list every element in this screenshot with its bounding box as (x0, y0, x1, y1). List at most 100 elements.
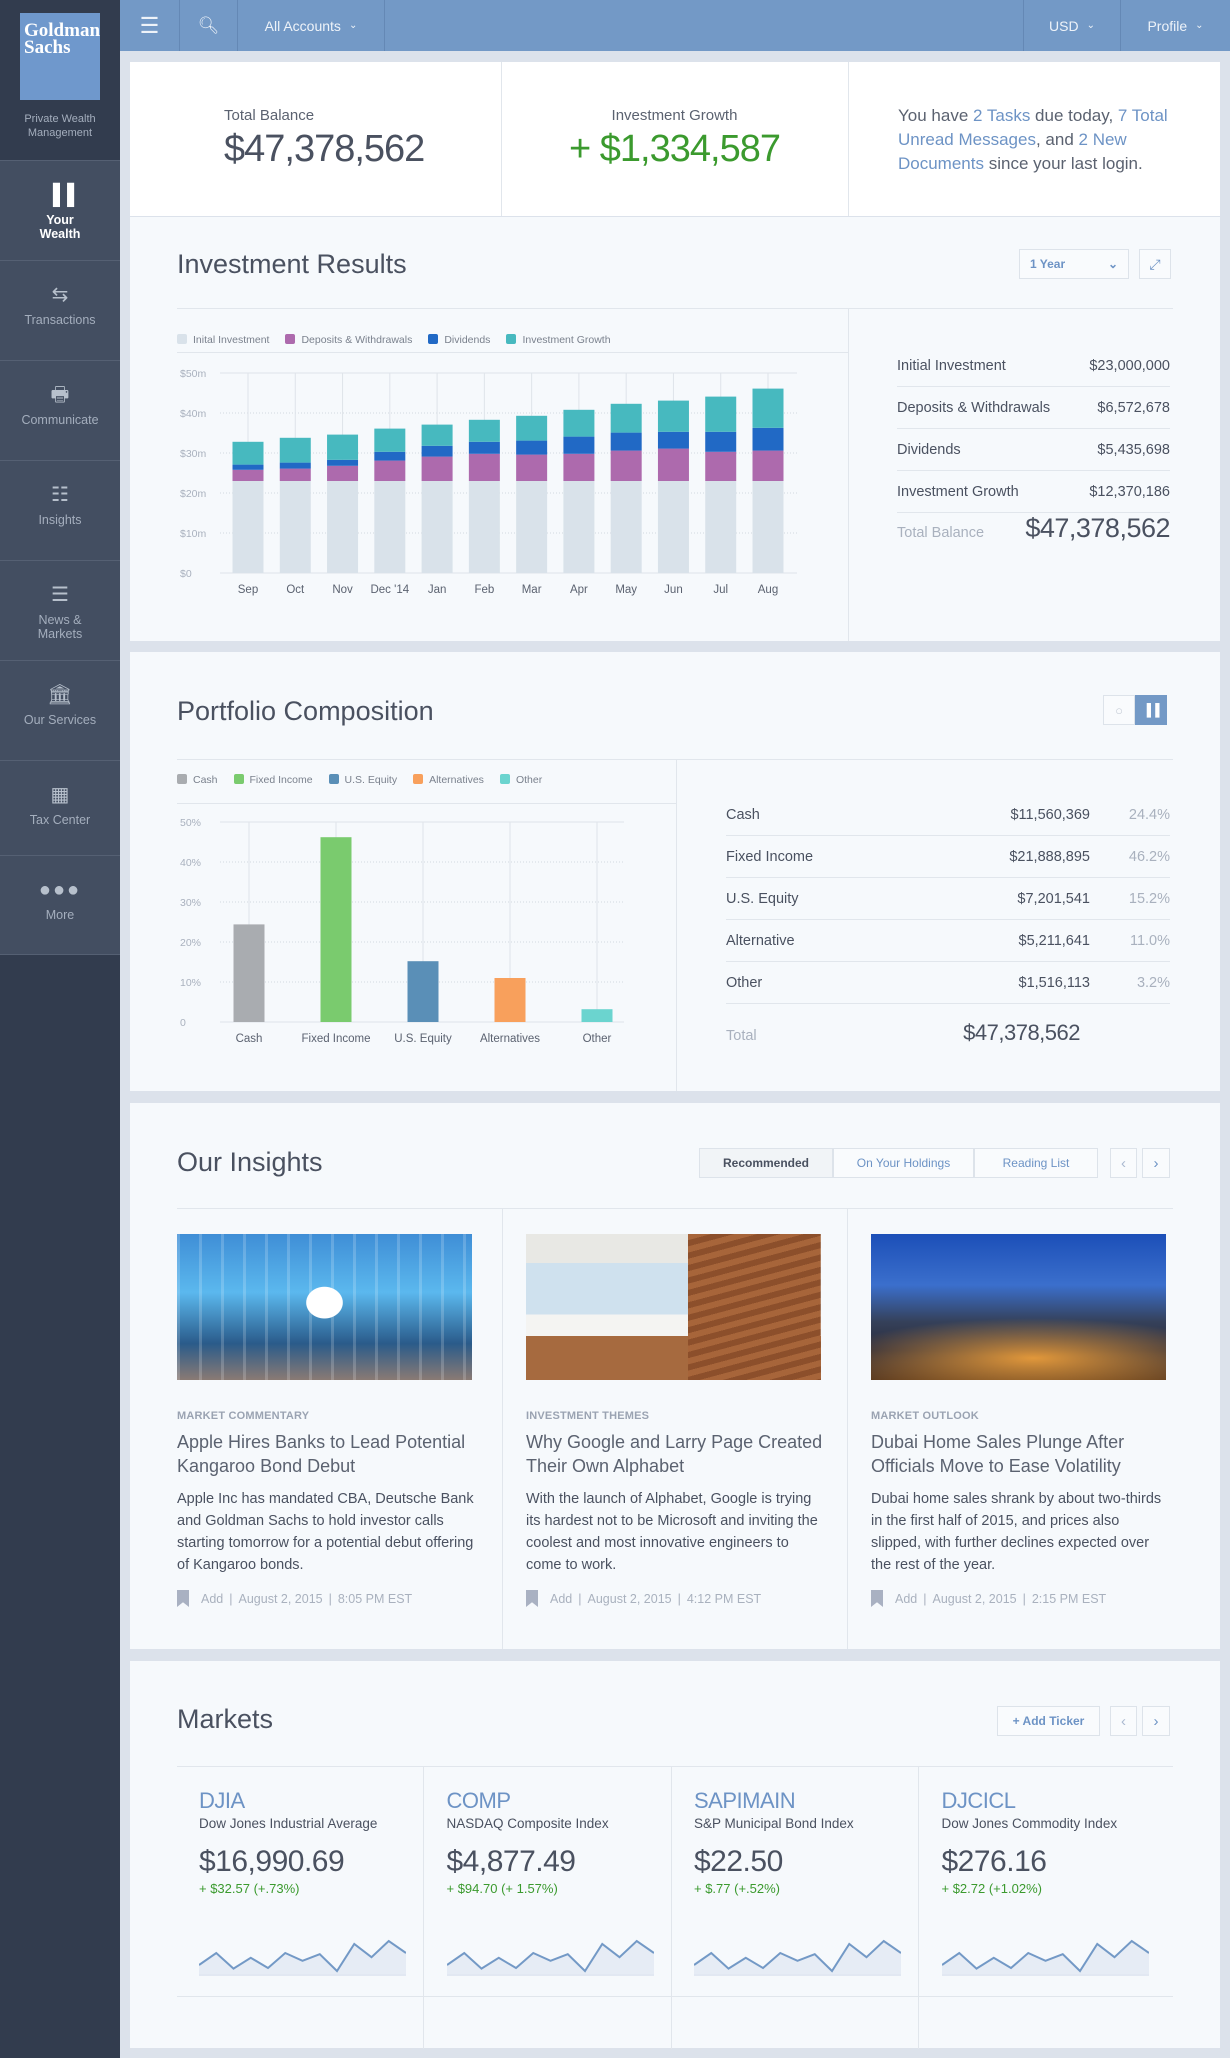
sidebar-item-label: Insights (38, 513, 82, 527)
row-percent: 3.2% (1136, 974, 1170, 991)
ticker-card[interactable]: DJIA Dow Jones Industrial Average $16,990.… (177, 1766, 424, 2049)
legend-item: Fixed Income (233, 774, 313, 786)
insight-title[interactable]: Why Google and Larry Page Created Their … (526, 1432, 823, 1476)
sidebar-item-your-wealth[interactable]: ▐▐ Your Wealth (0, 160, 120, 260)
insight-image[interactable] (871, 1234, 1166, 1380)
sparkline-area (694, 1941, 901, 1976)
currency-dropdown[interactable]: USD ⌄ (1023, 0, 1120, 51)
add-to-reading-list-link[interactable]: Add (895, 1591, 918, 1606)
divider: | (578, 1591, 582, 1606)
bar-segment-0 (610, 481, 642, 573)
bar-segment-3 (374, 428, 406, 452)
y-tick-label: $20m (180, 488, 207, 500)
bar-view-button[interactable]: ▐▐ (1135, 695, 1167, 725)
chevron-right-icon: › (1153, 1154, 1159, 1172)
bar-segment-1 (421, 456, 453, 481)
insight-date: August 2, 2015 (238, 1591, 323, 1606)
row-value: $11,560,369 (1010, 806, 1090, 823)
insight-title[interactable]: Dubai Home Sales Plunge After Officials … (871, 1432, 1125, 1476)
profile-dropdown[interactable]: Profile ⌄ (1120, 0, 1230, 51)
next-button[interactable]: › (1142, 1148, 1170, 1178)
tab-reading-list[interactable]: Reading List (974, 1148, 1098, 1178)
bar-segment-0 (279, 481, 311, 573)
messages-link[interactable]: 7 Total Unread Messages (898, 106, 1168, 149)
ticker-symbol[interactable]: DJIA (199, 1788, 245, 1813)
pie-view-button[interactable]: ○ (1103, 695, 1135, 725)
ticker-symbol[interactable]: DJCICL (941, 1788, 1017, 1813)
goldman-sachs-logo[interactable]: Goldman Sachs (20, 13, 100, 100)
add-ticker-button[interactable]: + Add Ticker (997, 1706, 1100, 1736)
x-tick-label: Oct (286, 584, 305, 596)
insight-image[interactable] (177, 1234, 472, 1380)
insight-card[interactable]: INVESTMENT THEMES Why Google and Larry Pa… (526, 1234, 824, 1607)
insight-category: INVESTMENT THEMES (526, 1410, 650, 1422)
sidebar-item-more[interactable]: ●●● More (0, 855, 120, 955)
prev-button[interactable]: ‹ (1110, 1706, 1137, 1736)
ticker-card[interactable]: SAPIMAIN S&P Municipal Bond Index $22.50 + … (672, 1766, 919, 2049)
search-button[interactable]: 🔍︎ (180, 0, 238, 51)
bar-segment-1 (657, 448, 689, 481)
sidebar-item-news-markets[interactable]: ☰ News & Markets (0, 560, 120, 660)
row-percent: 15.2% (1128, 890, 1170, 907)
next-button[interactable]: › (1142, 1706, 1170, 1736)
insight-card[interactable]: MARKET COMMENTARY Apple Hires Banks to Le… (177, 1234, 475, 1607)
bookmark-icon[interactable] (526, 1590, 538, 1607)
expand-button[interactable]: ⤢ (1139, 249, 1171, 279)
add-to-reading-list-link[interactable]: Add (201, 1591, 224, 1606)
ticker-symbol[interactable]: SAPIMAIN (694, 1788, 796, 1813)
chevron-right-icon: › (1153, 1712, 1159, 1730)
bar-segment-2 (327, 459, 359, 466)
bar-segment-3 (657, 400, 689, 432)
insight-image[interactable] (526, 1234, 821, 1380)
legend-item: Cash (177, 774, 218, 786)
ticker-name: Dow Jones Industrial Average (199, 1816, 378, 1831)
ticker-symbol[interactable]: COMP (446, 1788, 512, 1813)
x-tick-label: Dec '14 (370, 584, 409, 596)
bar-segment-2 (752, 427, 784, 451)
bar-fixed-income (320, 837, 352, 1022)
ticker-card[interactable]: DJCICL Dow Jones Commodity Index $276.16 + … (920, 1766, 1167, 2049)
bar-chart-icon: ▐▐ (1142, 703, 1160, 717)
bar-segment-0 (705, 481, 737, 573)
chevron-down-icon: ⌄ (1086, 20, 1095, 31)
bookmark-icon[interactable] (871, 1590, 883, 1607)
legend-item: U.S. Equity (328, 774, 397, 786)
ticker-card[interactable]: COMP NASDAQ Composite Index $4,877.49 + $94… (425, 1766, 672, 2049)
tab-on-your-holdings[interactable]: On Your Holdings (833, 1148, 974, 1178)
row-percent: 24.4% (1128, 806, 1170, 823)
total-balance-label: Total Balance (224, 107, 315, 124)
bar-segment-0 (657, 481, 689, 573)
tab-recommended[interactable]: Recommended (699, 1148, 833, 1178)
legend-item: Other (499, 774, 542, 786)
insight-title[interactable]: Apple Hires Banks to Lead Potential Kang… (177, 1432, 466, 1476)
y-tick-label: 30% (180, 897, 201, 909)
bar-u-s-equity (407, 961, 439, 1022)
notice-text: since your last login. (983, 154, 1143, 173)
legend-item: Dividends (428, 334, 490, 346)
add-to-reading-list-link[interactable]: Add (550, 1591, 573, 1606)
insight-card[interactable]: MARKET OUTLOOK Dubai Home Sales Plunge Af… (871, 1234, 1169, 1607)
tasks-link[interactable]: 2 Tasks (973, 106, 1031, 125)
sidebar-item-our-services[interactable]: 🏛 Our Services (0, 660, 120, 760)
sidebar-item-communicate[interactable]: 🖶 Communicate (0, 360, 120, 460)
sidebar-item-transactions[interactable]: ⇆ Transactions (0, 260, 120, 360)
x-tick-label: Aug (758, 584, 778, 596)
bar-segment-1 (516, 454, 548, 481)
brand-tagline: Private Wealth Management (24, 113, 96, 139)
bar-segment-2 (516, 440, 548, 455)
prev-button[interactable]: ‹ (1110, 1148, 1137, 1178)
chevron-down-icon: ⌄ (1195, 20, 1204, 31)
sidebar-item-tax-center[interactable]: ▦ Tax Center (0, 760, 120, 860)
bar-segment-3 (752, 388, 784, 428)
sidebar-item-insights[interactable]: ☷ Insights (0, 460, 120, 560)
login-notice: You have 2 Tasks due today, 7 Total Unre… (898, 104, 1168, 176)
bookmark-icon[interactable] (177, 1590, 189, 1607)
period-dropdown[interactable]: 1 Year ⌄ (1019, 249, 1129, 279)
documents-link[interactable]: 2 New Documents (898, 130, 1127, 173)
x-tick-label: Alternatives (480, 1033, 540, 1045)
divider: | (1022, 1591, 1026, 1606)
menu-button[interactable]: ☰ (120, 0, 180, 51)
add-ticker-label: + Add Ticker (1012, 1714, 1085, 1728)
accounts-dropdown[interactable]: All Accounts ⌄ (238, 0, 385, 51)
investment-total: Total Balance $47,378,562 (897, 513, 1170, 544)
